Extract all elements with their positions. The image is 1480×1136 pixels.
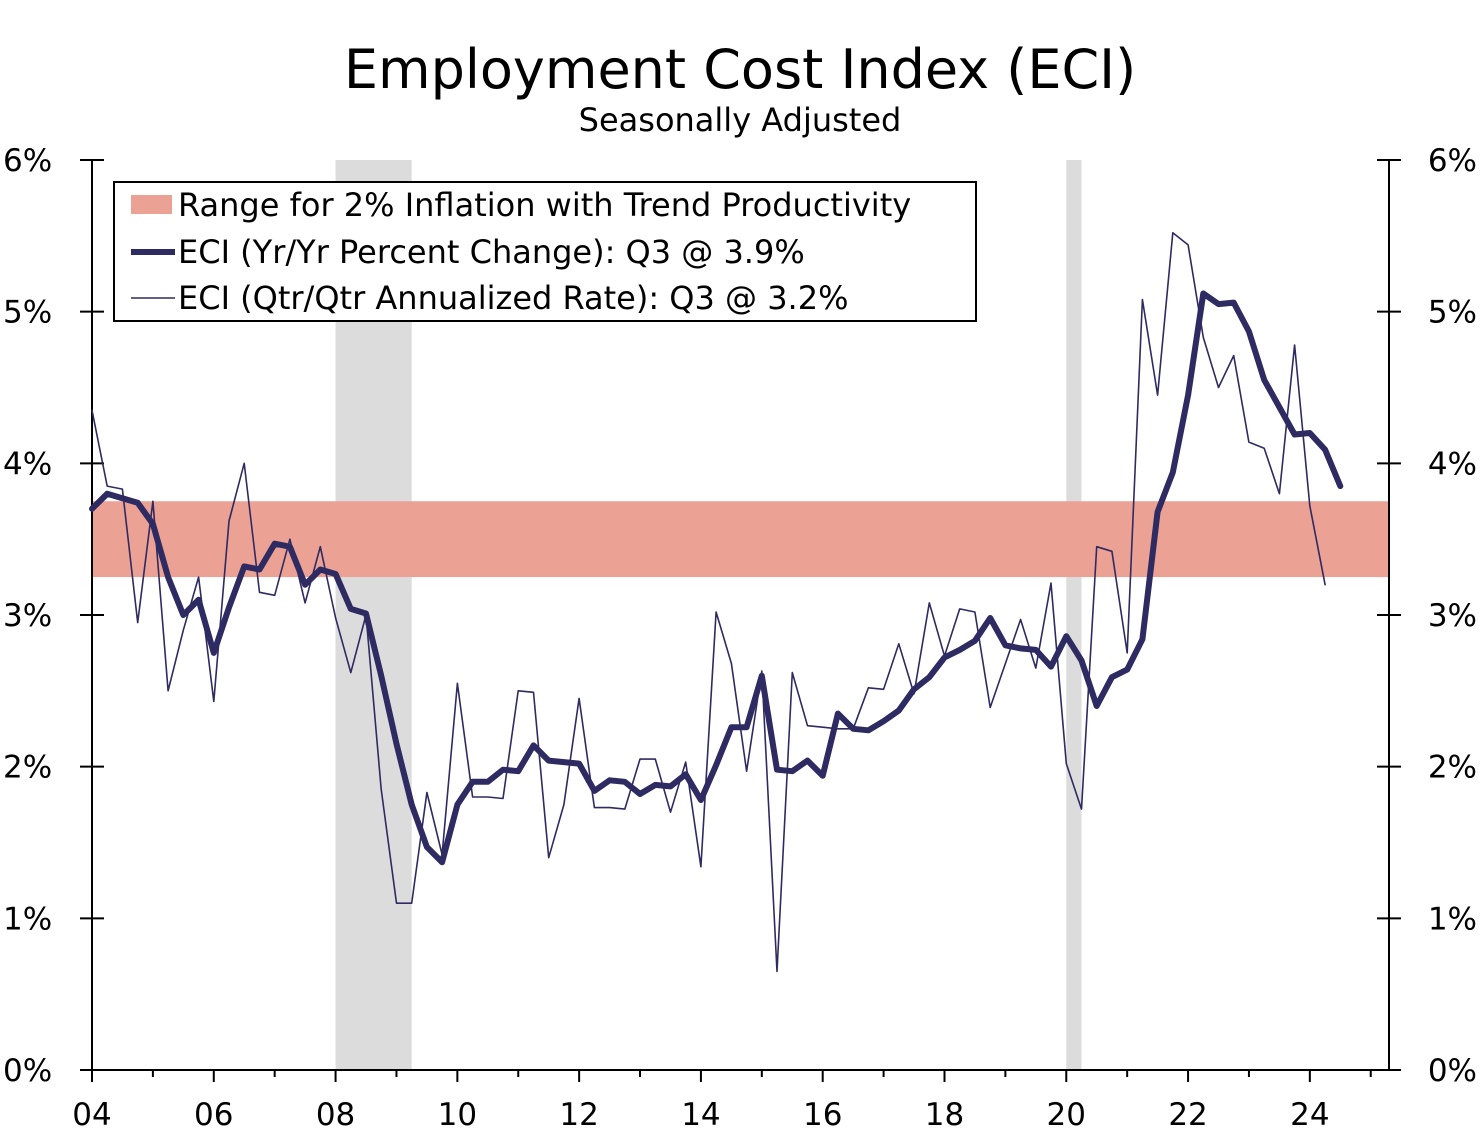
x-tick-label-3: 10 (438, 1097, 477, 1133)
axes: 0% 0% 1% 1% 2% 2% 3% 3% 4% 4% 5% 5% 6% 6% 04 06 08 10 12 14… (3, 143, 1477, 1133)
legend-label-band: Range for 2% Inflation with Trend Produc… (178, 186, 911, 224)
x-tick-label-5: 14 (681, 1097, 720, 1133)
y-tick-label-left-0: 0% (3, 1053, 52, 1089)
y-tick-label-right-4: 4% (1428, 446, 1477, 482)
band-rect (92, 501, 1389, 578)
legend-label-yoy: ECI (Yr/Yr Percent Change): Q3 @ 3.9% (178, 233, 805, 271)
y-tick-label-left-4: 4% (3, 446, 52, 482)
recession-bar-1 (1066, 160, 1082, 1070)
series-qoq-line (91, 232, 1326, 973)
y-tick-label-left-6: 6% (3, 143, 52, 179)
y-tick-label-right-2: 2% (1428, 750, 1477, 786)
chart-title: Employment Cost Index (ECI) (344, 38, 1136, 101)
y-tick-label-left-3: 3% (3, 598, 52, 634)
x-tick-label-1: 06 (194, 1097, 233, 1133)
series-lines (89, 232, 1344, 973)
x-tick-label-0: 04 (72, 1097, 111, 1133)
y-tick-label-right-3: 3% (1428, 598, 1477, 634)
y-tick-label-right-5: 5% (1428, 295, 1477, 331)
x-tick-label-7: 18 (925, 1097, 964, 1133)
x-tick-label-4: 12 (559, 1097, 598, 1133)
legend-label-qoq: ECI (Qtr/Qtr Annualized Rate): Q3 @ 3.2% (178, 279, 848, 317)
x-tick-label-6: 16 (803, 1097, 842, 1133)
y-tick-label-left-2: 2% (3, 750, 52, 786)
legend-box (113, 181, 977, 322)
y-tick-label-left-1: 1% (3, 901, 52, 937)
x-tick-label-9: 22 (1168, 1097, 1207, 1133)
series-yoy-line (89, 290, 1344, 866)
x-tick-label-8: 20 (1047, 1097, 1086, 1133)
y-tick-label-left-5: 5% (3, 295, 52, 331)
inflation-range-band (92, 501, 1389, 578)
x-tick-label-10: 24 (1290, 1097, 1329, 1133)
legend: Range for 2% Inflation with Trend Produc… (113, 181, 977, 322)
chart-subtitle: Seasonally Adjusted (579, 101, 902, 139)
y-tick-label-right-0: 0% (1428, 1053, 1477, 1089)
x-tick-label-2: 08 (316, 1097, 355, 1133)
legend-swatch-band (131, 195, 172, 214)
y-tick-label-right-6: 6% (1428, 143, 1477, 179)
y-tick-label-right-1: 1% (1428, 901, 1477, 937)
